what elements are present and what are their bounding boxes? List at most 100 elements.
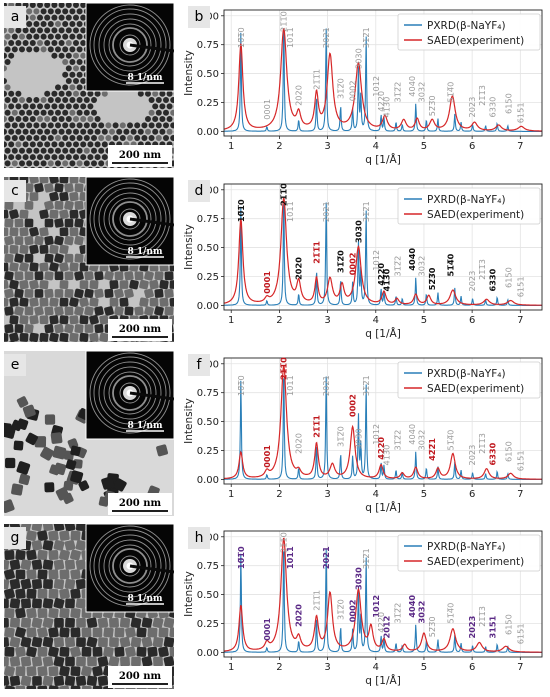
x-tick-label: 4 bbox=[373, 662, 379, 673]
x-tick-label: 4 bbox=[373, 141, 379, 152]
peak-label: 31̅2̅2 bbox=[393, 430, 403, 451]
x-tick-label: 3 bbox=[324, 315, 330, 326]
peak-label: 2021 bbox=[321, 27, 331, 48]
y-tick-label: 0.25 bbox=[197, 272, 219, 283]
peak-label: 21̅1̅1 bbox=[312, 590, 322, 611]
panel-letter-b: b bbox=[188, 6, 210, 28]
peak-label: 4040 bbox=[407, 595, 417, 618]
peak-label: 3151 bbox=[487, 615, 497, 638]
peak-label: 31̅2̅2 bbox=[393, 603, 403, 624]
peak-label: 31̅2̅0 bbox=[336, 599, 346, 620]
y-tick-label: 0.75 bbox=[197, 214, 219, 225]
peak-label: 3030 bbox=[353, 48, 363, 69]
peak-label: 6150 bbox=[503, 441, 513, 462]
x-tick-label: 4 bbox=[373, 315, 379, 326]
x-tick-label: 5 bbox=[421, 662, 427, 673]
peak-label: 31̅2̅1 bbox=[361, 548, 371, 569]
y-tick-label: 0.50 bbox=[197, 69, 219, 80]
inset-scale-label: 8 1/nm bbox=[127, 594, 162, 604]
y-axis-label: Intensity bbox=[183, 571, 195, 617]
legend: PXRD(β-NaYF₄)SAED(experiment) bbox=[398, 14, 540, 50]
peak-label: 2023 bbox=[467, 271, 477, 292]
tem-scalebar: 200 nm bbox=[108, 145, 172, 167]
legend: PXRD(β-NaYF₄)SAED(experiment) bbox=[398, 535, 540, 571]
peak-label: 52̅3̅0 bbox=[427, 267, 437, 290]
tem-scale-label: 200 nm bbox=[119, 324, 162, 335]
legend-label: PXRD(β-NaYF₄) bbox=[427, 541, 506, 553]
peak-label: 3032 bbox=[417, 601, 427, 624]
y-tick-label: 0.75 bbox=[197, 40, 219, 51]
peak-label: 51̅4̅0 bbox=[446, 82, 456, 103]
peak-label: 3032 bbox=[417, 430, 427, 451]
peak-label: 1011 bbox=[285, 546, 295, 569]
panel-letter-d: d bbox=[188, 180, 210, 202]
panel-letter-c: c bbox=[4, 180, 26, 202]
inset-scalebar: 8 1/nm bbox=[126, 594, 164, 604]
peak-label: 21̅1̅1 bbox=[312, 69, 322, 90]
tem-image-a: 8 1/nm 200 nm bbox=[4, 3, 174, 168]
inset-scalebar: 8 1/nm bbox=[126, 247, 164, 257]
x-tick-label: 2 bbox=[276, 489, 282, 500]
inset-scalebar: 8 1/nm bbox=[126, 421, 164, 431]
peak-label: 2020 bbox=[294, 85, 304, 106]
inset-scale-label: 8 1/nm bbox=[127, 73, 162, 83]
peak-label: 6330 bbox=[487, 442, 497, 465]
legend: PXRD(β-NaYF₄)SAED(experiment) bbox=[398, 188, 540, 224]
x-tick-label: 6 bbox=[469, 141, 475, 152]
peak-label: 31̅2̅2 bbox=[393, 82, 403, 103]
x-tick-label: 3 bbox=[324, 489, 330, 500]
y-tick-label: 0.00 bbox=[197, 301, 219, 312]
y-tick-label: 0.50 bbox=[197, 417, 219, 428]
peak-label: 41̅3̅0 bbox=[381, 97, 391, 118]
y-tick-label: 0.25 bbox=[197, 98, 219, 109]
peak-label: 10̅1̅0 bbox=[236, 199, 246, 222]
peak-label: 41̅3̅0 bbox=[381, 445, 391, 466]
peak-label: 2020 bbox=[294, 604, 304, 627]
peak-label: 51̅4̅0 bbox=[446, 603, 456, 624]
peak-label: 51̅4̅0 bbox=[446, 253, 456, 276]
peak-label: 6150 bbox=[503, 614, 513, 635]
x-tick-label: 3 bbox=[324, 141, 330, 152]
peak-label: 2023 bbox=[467, 615, 477, 638]
x-tick-label: 5 bbox=[421, 315, 427, 326]
peak-label: 6150 bbox=[503, 93, 513, 114]
y-axis-label: Intensity bbox=[183, 398, 195, 444]
peak-label: 2020 bbox=[294, 433, 304, 454]
y-tick-label: 0.00 bbox=[197, 475, 219, 486]
y-tick-label: 0.00 bbox=[197, 648, 219, 659]
legend: PXRD(β-NaYF₄)SAED(experiment) bbox=[398, 362, 540, 398]
peak-label: 21̅1̅1 bbox=[312, 241, 322, 264]
x-tick-label: 6 bbox=[469, 662, 475, 673]
tem-scalebar: 200 nm bbox=[108, 319, 172, 341]
peak-label: 2021 bbox=[321, 201, 331, 222]
peak-label: 31̅2̅2 bbox=[393, 256, 403, 277]
peak-label: 3030 bbox=[353, 567, 363, 590]
y-tick-label: 0.75 bbox=[197, 388, 219, 399]
y-tick-label: 0.25 bbox=[197, 446, 219, 457]
peak-label: 6151 bbox=[515, 450, 525, 471]
peak-label: 31̅2̅0 bbox=[336, 250, 346, 273]
peak-label: 0001 bbox=[262, 618, 272, 641]
peak-label: 6151 bbox=[515, 276, 525, 297]
peak-label: 21̅1̅1 bbox=[312, 415, 322, 438]
panel-letter-f: f bbox=[188, 354, 210, 376]
y-tick-label: 0.50 bbox=[197, 590, 219, 601]
peak-label: 10̅1̅0 bbox=[236, 27, 246, 48]
peak-label: 4040 bbox=[407, 424, 417, 445]
peak-label: 2021 bbox=[321, 546, 331, 569]
y-tick-label: 0.25 bbox=[197, 619, 219, 630]
y-tick-label: 0.50 bbox=[197, 243, 219, 254]
y-tick-label: 0.00 bbox=[197, 127, 219, 138]
inset-scale-label: 8 1/nm bbox=[127, 421, 162, 431]
peak-label: 31̅2̅1 bbox=[361, 27, 371, 48]
peak-label: 10̅1̅0 bbox=[236, 375, 246, 396]
panel-letter-e: e bbox=[4, 354, 26, 376]
peak-label: 2021 bbox=[321, 375, 331, 396]
peak-label: 21̅1̅3 bbox=[477, 606, 487, 627]
x-tick-label: 4 bbox=[373, 489, 379, 500]
